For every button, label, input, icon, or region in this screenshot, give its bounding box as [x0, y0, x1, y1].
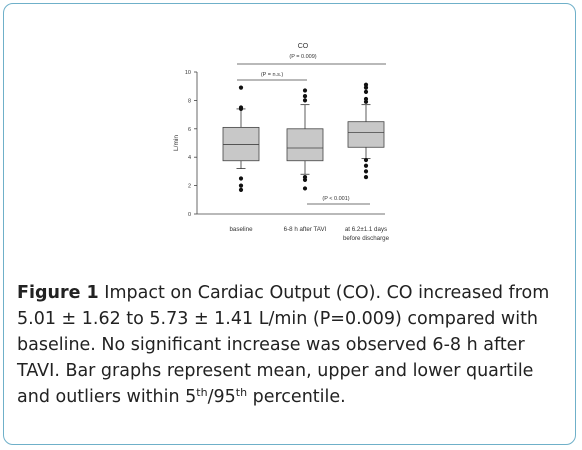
figure-frame [3, 3, 576, 445]
annotation-label: (P = 0.009) [289, 54, 316, 60]
y-tick-label: 4 [188, 155, 191, 161]
outlier-point [363, 157, 369, 163]
outlier-point [238, 187, 244, 192]
x-tick-label: baseline [229, 226, 253, 233]
outlier-point [363, 89, 369, 94]
box-iqr [286, 128, 324, 162]
annotation-label: (P < 0.001) [322, 196, 349, 202]
outlier-point [302, 174, 308, 180]
caption-text-1: Impact on Cardiac Output (CO). CO increa… [17, 283, 550, 407]
y-tick-label: 8 [188, 98, 191, 104]
outlier-point [302, 98, 308, 103]
caption-text-2: /95 [207, 387, 236, 407]
outlier-point [238, 105, 244, 110]
x-tick-label: before discharge [343, 235, 390, 242]
outlier-point [363, 169, 369, 174]
caption-text-3: percentile. [247, 387, 346, 407]
annotation-label: (P = n.s.) [261, 72, 284, 78]
box-plot-chart: 0 2 4 6 8 10 L/min baseline 6-8 h after TAVI at 6… [173, 43, 390, 242]
y-tick-label: 6 [188, 127, 191, 133]
outlier-point [238, 85, 244, 90]
outlier-point [363, 96, 369, 102]
x-tick-label: at 6.2±1.1 days [345, 226, 387, 233]
chart-title: CO [298, 43, 309, 50]
figure-label: Figure 1 [17, 283, 99, 303]
y-axis-label: L/min [173, 135, 180, 151]
y-tick-label: 10 [185, 70, 191, 76]
figure-caption: Figure 1 Impact on Cardiac Output (CO). … [17, 280, 565, 410]
outlier-point [302, 186, 308, 191]
outlier-point [238, 183, 244, 188]
box-iqr [347, 121, 385, 148]
outlier-point [302, 88, 308, 93]
caption-sup-1: th [196, 386, 208, 399]
outlier-point [363, 174, 369, 180]
outlier-point [363, 82, 369, 87]
y-tick-label: 2 [188, 184, 191, 190]
outlier-point [363, 163, 369, 168]
caption-sup-2: th [235, 386, 248, 399]
outlier-point [302, 94, 308, 99]
x-tick-label: 6-8 h after TAVI [284, 226, 327, 233]
outlier-point [238, 176, 244, 181]
y-tick-label: 0 [188, 212, 191, 218]
